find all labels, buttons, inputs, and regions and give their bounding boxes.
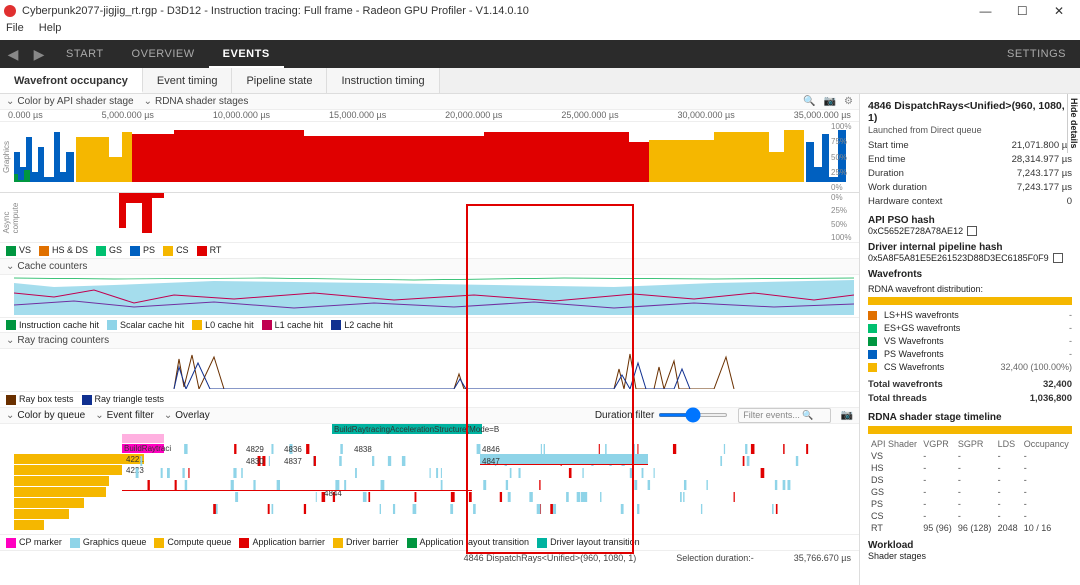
overlay-dropdown[interactable]: Overlay (164, 410, 210, 421)
stage-timeline-header: RDNA shader stage timeline (868, 412, 1072, 423)
event-name: 4846 DispatchRays<Unified>(960, 1080, 1) (464, 553, 637, 563)
svg-text:4836: 4836 (284, 445, 302, 454)
minimize-button[interactable]: — (968, 4, 1002, 18)
tab-event-timing[interactable]: Event timing (143, 68, 233, 93)
close-button[interactable]: ✕ (1042, 4, 1076, 18)
total-duration: 35,766.670 µs (794, 553, 851, 563)
selection-duration: Selection duration:- (676, 553, 754, 563)
nav-back[interactable]: ◀ (0, 46, 26, 63)
legend-application-barrier[interactable]: Application barrier (239, 537, 325, 548)
svg-text:BuildRaytracingAccelerationStr: BuildRaytracingAccelerationStructure(Mod… (334, 425, 499, 434)
legend-ray-box-tests[interactable]: Ray box tests (6, 394, 74, 405)
maximize-button[interactable]: ☐ (1005, 4, 1039, 18)
driver-hash-header: Driver internal pipeline hash (868, 242, 1072, 253)
svg-text:4837: 4837 (284, 457, 302, 466)
legend-ps[interactable]: PS (130, 245, 155, 256)
workload-header: Workload (868, 540, 1072, 551)
svg-text:4223: 4223 (126, 466, 144, 475)
stage-timeline-bar (868, 426, 1072, 434)
tab-wavefront-occupancy[interactable]: Wavefront occupancy (0, 68, 143, 93)
color-by-queue[interactable]: Color by queue (6, 410, 85, 421)
svg-text:BuildRaytraci: BuildRaytraci (124, 444, 171, 453)
menu-file[interactable]: File (6, 22, 24, 34)
svg-text:4830: 4830 (246, 457, 264, 466)
legend-application-layout-transition[interactable]: Application layout transition (407, 537, 530, 548)
legend-compute-queue[interactable]: Compute queue (154, 537, 231, 548)
legend-gs[interactable]: GS (96, 245, 122, 256)
nav-settings[interactable]: SETTINGS (993, 40, 1080, 68)
api-pso-header: API PSO hash (868, 215, 1072, 226)
camera-icon-2[interactable]: 📷 (841, 410, 853, 421)
details-title: 4846 DispatchRays<Unified>(960, 1080, 1) (868, 100, 1072, 124)
hide-details-toggle[interactable]: Hide details (1067, 94, 1080, 153)
tab-instruction-timing[interactable]: Instruction timing (327, 68, 439, 93)
async-label: Async compute (2, 202, 20, 233)
legend-rt[interactable]: RT (197, 245, 222, 256)
legend-ray-triangle-tests[interactable]: Ray triangle tests (82, 394, 165, 405)
event-filter[interactable]: Event filter (95, 410, 154, 421)
search-icon[interactable]: 🔍 (803, 96, 815, 107)
graphics-label: Graphics (2, 141, 11, 173)
legend-vs[interactable]: VS (6, 245, 31, 256)
nav-events[interactable]: EVENTS (209, 40, 284, 68)
legend-l-cache-hit[interactable]: L2 cache hit (331, 320, 393, 331)
wf-dist-label: RDNA wavefront distribution: (868, 284, 1072, 294)
cache-section[interactable]: Cache counters (6, 261, 87, 272)
duration-filter-label: Duration filter (595, 410, 654, 421)
wavefronts-header: Wavefronts (868, 269, 1072, 280)
legend-l-cache-hit[interactable]: L0 cache hit (192, 320, 254, 331)
duration-slider[interactable] (658, 413, 728, 417)
legend-instruction-cache-hit[interactable]: Instruction cache hit (6, 320, 99, 331)
driver-hash: 0x5A8F5A81E5E261523D88D3EC6185F0F9 (868, 253, 1049, 263)
svg-text:4829: 4829 (246, 445, 264, 454)
ray-section[interactable]: Ray tracing counters (6, 335, 109, 346)
search-input[interactable]: Filter events... 🔍 (738, 408, 830, 423)
legend-l-cache-hit[interactable]: L1 cache hit (262, 320, 324, 331)
color-by-dropdown[interactable]: Color by API shader stage (6, 96, 134, 107)
app-icon (4, 5, 16, 17)
svg-text:4838: 4838 (354, 445, 372, 454)
shader-stages-label: Shader stages (868, 551, 1072, 561)
rdna-dropdown[interactable]: RDNA shader stages (144, 96, 249, 107)
window-title: Cyberpunk2077-jigjig_rt.rgp - D3D12 - In… (22, 5, 968, 17)
legend-driver-layout-transition[interactable]: Driver layout transition (537, 537, 640, 548)
tab-pipeline-state[interactable]: Pipeline state (232, 68, 327, 93)
legend-hs-ds[interactable]: HS & DS (39, 245, 88, 256)
copy-icon[interactable] (967, 226, 977, 236)
legend-cs[interactable]: CS (163, 245, 189, 256)
camera-icon[interactable]: 📷 (824, 96, 836, 107)
legend-driver-barrier[interactable]: Driver barrier (333, 537, 399, 548)
wf-dist-bar (868, 297, 1072, 305)
nav-start[interactable]: START (52, 40, 118, 68)
legend-scalar-cache-hit[interactable]: Scalar cache hit (107, 320, 184, 331)
legend-graphics-queue[interactable]: Graphics queue (70, 537, 147, 548)
nav-forward[interactable]: ▶ (26, 46, 52, 63)
details-launched: Launched from Direct queue (868, 125, 1072, 135)
api-hash: 0xC5652E728A78AE12 (868, 226, 963, 236)
gear-icon[interactable]: ⚙ (844, 96, 853, 107)
copy-icon-2[interactable] (1053, 253, 1063, 263)
svg-text:4846: 4846 (482, 445, 500, 454)
legend-cp-marker[interactable]: CP marker (6, 537, 62, 548)
nav-overview[interactable]: OVERVIEW (118, 40, 209, 68)
menu-help[interactable]: Help (39, 22, 62, 34)
